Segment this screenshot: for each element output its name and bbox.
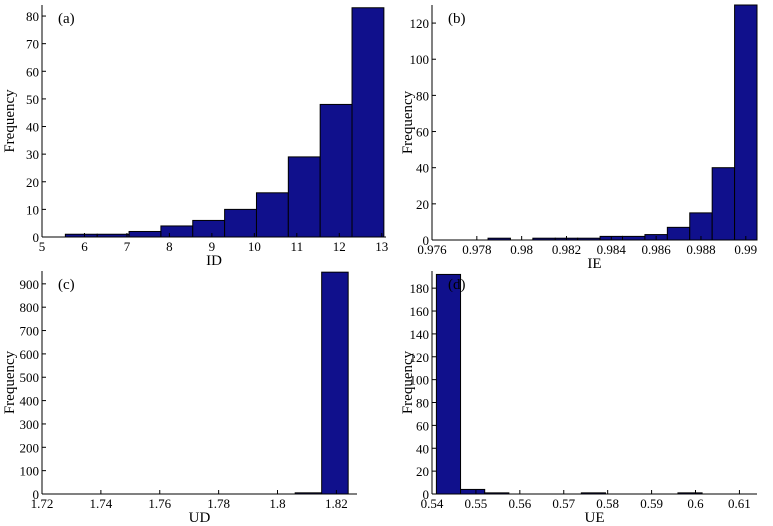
y-tick-label: 0 xyxy=(33,230,40,245)
y-tick-label: 80 xyxy=(416,396,429,411)
x-tick-label: 0.57 xyxy=(552,496,575,511)
panel-label: (a) xyxy=(58,11,75,27)
x-tick-label: 1.8 xyxy=(269,496,285,511)
x-tick-label: 8 xyxy=(166,239,173,254)
y-tick-label: 40 xyxy=(26,120,39,135)
y-axis-label: Frequency xyxy=(2,89,18,153)
y-tick-label: 20 xyxy=(416,464,429,479)
x-tick-label: 0.56 xyxy=(508,496,531,511)
bar xyxy=(321,271,349,495)
bar xyxy=(666,226,691,241)
bar xyxy=(160,225,194,238)
y-tick-label: 60 xyxy=(416,125,429,140)
y-tick-label: 120 xyxy=(410,16,430,31)
x-tick-label: 0.98 xyxy=(510,242,533,257)
x-tick-label: 0.59 xyxy=(640,496,663,511)
y-tick-label: 10 xyxy=(26,202,39,217)
y-tick-label: 60 xyxy=(26,64,39,79)
y-axis-label: Frequency xyxy=(400,350,416,414)
x-tick-label: 5 xyxy=(39,239,46,254)
y-tick-label: 900 xyxy=(20,277,40,292)
y-tick-label: 600 xyxy=(20,347,40,362)
x-axis-label: UD xyxy=(189,510,211,526)
x-tick-label: 12 xyxy=(333,239,346,254)
x-tick-label: 10 xyxy=(248,239,261,254)
bar xyxy=(622,235,646,241)
y-tick-label: 160 xyxy=(410,304,430,319)
x-tick-label: 0.984 xyxy=(597,242,627,257)
x-tick-label: 6 xyxy=(81,239,88,254)
x-tick-label: 1.72 xyxy=(31,496,54,511)
bar xyxy=(711,167,736,241)
y-tick-label: 80 xyxy=(416,88,429,103)
bar xyxy=(255,192,289,238)
panel-label: (d) xyxy=(448,277,466,293)
bar xyxy=(128,230,162,238)
y-tick-label: 70 xyxy=(26,37,39,52)
x-axis-label: IE xyxy=(587,256,601,272)
x-tick-label: 0.61 xyxy=(728,496,751,511)
x-tick-label: 0.978 xyxy=(462,242,491,257)
y-tick-label: 300 xyxy=(20,417,40,432)
x-tick-label: 1.74 xyxy=(90,496,113,511)
y-tick-label: 700 xyxy=(20,324,40,339)
y-axis-label: Frequency xyxy=(2,350,18,414)
bar xyxy=(460,488,486,495)
x-tick-label: 0.976 xyxy=(417,242,447,257)
bar xyxy=(287,156,321,238)
y-tick-label: 60 xyxy=(416,418,429,433)
x-tick-label: 0.988 xyxy=(686,242,715,257)
y-tick-label: 40 xyxy=(416,441,429,456)
panel-label: (c) xyxy=(58,277,75,293)
y-tick-label: 20 xyxy=(26,175,39,190)
x-axis-label: ID xyxy=(206,253,222,269)
panel-label: (b) xyxy=(448,11,466,27)
x-tick-label: 1.76 xyxy=(148,496,171,511)
y-tick-label: 0 xyxy=(423,487,430,502)
bar xyxy=(224,208,257,238)
bar xyxy=(435,273,462,495)
y-tick-label: 200 xyxy=(20,440,40,455)
y-tick-label: 80 xyxy=(26,9,39,24)
bar xyxy=(192,219,226,238)
y-tick-label: 40 xyxy=(416,161,429,176)
y-tick-label: 100 xyxy=(410,373,430,388)
y-tick-label: 50 xyxy=(26,92,39,107)
x-tick-label: 0.6 xyxy=(687,496,704,511)
y-tick-label: 120 xyxy=(410,350,430,365)
x-tick-label: 0.99 xyxy=(734,242,757,257)
y-tick-label: 500 xyxy=(20,370,40,385)
y-tick-label: 0 xyxy=(423,233,430,248)
x-tick-label: 1.78 xyxy=(207,496,230,511)
y-tick-label: 100 xyxy=(410,52,430,67)
x-tick-label: 0.982 xyxy=(552,242,581,257)
x-tick-label: 0.55 xyxy=(465,496,488,511)
x-tick-label: 11 xyxy=(291,239,304,254)
y-tick-label: 0 xyxy=(33,487,40,502)
x-tick-label: 0.54 xyxy=(421,496,444,511)
y-tick-label: 100 xyxy=(20,464,40,479)
bar xyxy=(351,7,385,238)
x-tick-label: 13 xyxy=(375,239,388,254)
bar xyxy=(734,4,758,241)
y-tick-label: 140 xyxy=(410,327,430,342)
y-tick-label: 800 xyxy=(20,300,40,315)
y-tick-label: 400 xyxy=(20,394,40,409)
bar xyxy=(689,212,713,241)
y-tick-label: 180 xyxy=(410,281,430,296)
x-tick-label: 0.986 xyxy=(642,242,672,257)
x-tick-label: 0.58 xyxy=(596,496,619,511)
bar xyxy=(319,103,353,238)
x-tick-label: 9 xyxy=(209,239,216,254)
x-tick-label: 7 xyxy=(124,239,131,254)
x-axis-label: UE xyxy=(585,510,605,526)
x-tick-label: 1.82 xyxy=(325,496,348,511)
y-tick-label: 30 xyxy=(26,147,39,162)
y-axis-label: Frequency xyxy=(400,90,416,154)
y-tick-label: 20 xyxy=(416,197,429,212)
